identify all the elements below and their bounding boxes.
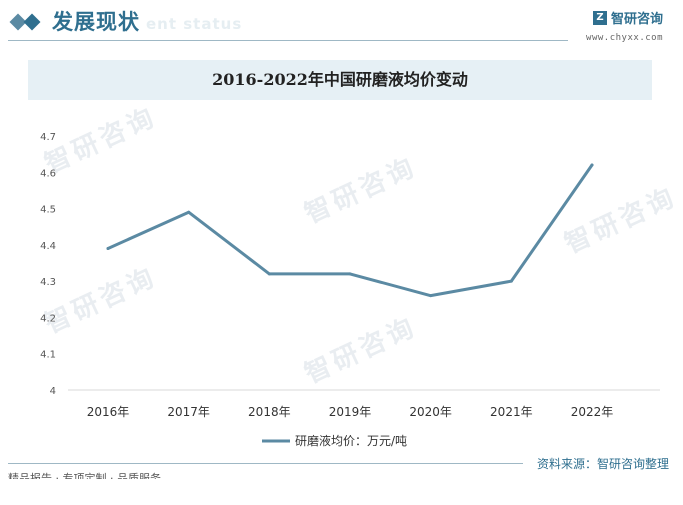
- chart-title: 2016-2022年中国研磨液均价变动: [212, 70, 468, 89]
- data-point: [590, 163, 594, 167]
- series-line: [106, 163, 594, 298]
- x-tick-label: 2016年: [87, 405, 130, 419]
- y-tick-label: 4: [50, 386, 56, 397]
- x-tick-label: 2018年: [248, 405, 291, 419]
- x-tick-label: 2021年: [490, 405, 533, 419]
- header: ent status 发展现状 Z 智研咨询 www.chyxx.com: [0, 0, 683, 46]
- section-ghost-text: ent status: [146, 15, 243, 33]
- line-chart: 4 4.1 4.2 4.3 4.4 4.5 4.6 4.7 2016年 2017年 2018年 201…: [40, 132, 660, 448]
- data-point: [509, 279, 513, 283]
- chart-title-band: 2016-2022年中国研磨液均价变动: [28, 60, 652, 100]
- y-tick-label: 4.3: [40, 277, 56, 288]
- x-tick-label: 2017年: [167, 405, 210, 419]
- brand: Z 智研咨询 www.chyxx.com: [586, 8, 663, 43]
- brand-url: www.chyxx.com: [586, 33, 663, 43]
- section-title: 发展现状: [52, 9, 140, 34]
- brand-logo-icon: Z: [592, 10, 607, 25]
- x-tick-label: 2022年: [571, 405, 614, 419]
- data-point: [106, 246, 110, 250]
- footer-divider: [8, 463, 523, 464]
- data-point: [267, 272, 271, 276]
- data-point: [429, 294, 433, 298]
- y-tick-label: 4.1: [40, 350, 56, 361]
- footer-tagline: 精品报告 · 专项定制 · 品质服务: [8, 472, 161, 479]
- x-tick-label: 2019年: [329, 405, 372, 419]
- diamond-icon: [9, 12, 50, 32]
- data-point: [187, 210, 191, 214]
- legend-label: 研磨液均价：万元/吨: [295, 433, 407, 448]
- data-point: [348, 272, 352, 276]
- x-tick-label: 2020年: [409, 405, 452, 419]
- brand-name: 智研咨询: [610, 12, 663, 27]
- y-tick-label: 4.4: [40, 241, 56, 252]
- y-tick-label: 4.2: [40, 313, 56, 324]
- source-note: 资料来源：智研咨询整理: [536, 457, 669, 471]
- y-tick-label: 4.5: [40, 205, 56, 216]
- y-tick-label: 4.6: [40, 168, 56, 179]
- header-divider: [8, 40, 568, 41]
- y-tick-label: 4.7: [40, 132, 56, 143]
